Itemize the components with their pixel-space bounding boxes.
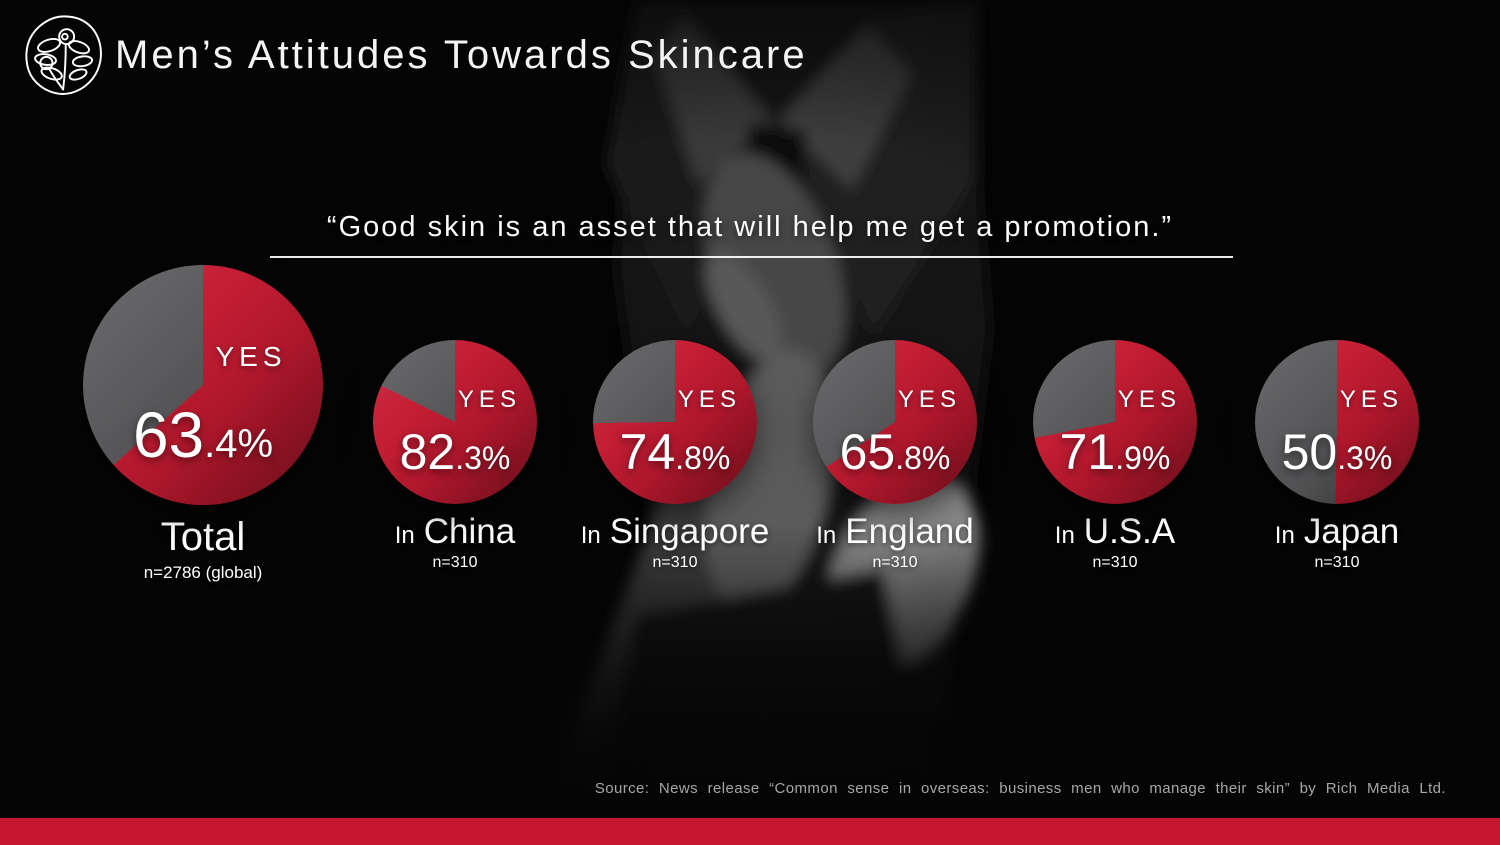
pie-singapore: YES 74.8% — [593, 340, 757, 504]
sample-size: n=310 — [872, 554, 918, 571]
pie-chart-total: YES 63.4% Total n=2786 (global) — [83, 265, 323, 581]
page-title: Men’s Attitudes Towards Skincare — [115, 33, 808, 77]
footer-accent-bar — [0, 818, 1500, 845]
pie-chart-singapore: YES 74.8% In Singapore n=310 — [581, 340, 769, 571]
pie-label: In U.S.A — [1054, 512, 1176, 551]
pie-england: YES 65.8% — [813, 340, 977, 504]
pie-label: In Singapore — [580, 512, 770, 551]
sample-size: n=310 — [1314, 554, 1360, 571]
pie-usa: YES 71.9% — [1033, 340, 1197, 504]
sample-size: n=2786 (global) — [143, 563, 263, 582]
sample-size: n=310 — [432, 554, 478, 571]
pie-label: Total — [160, 515, 246, 559]
pie-value: 50.3% — [1281, 423, 1393, 480]
pie-value: 63.4% — [132, 399, 274, 472]
yes-label: YES — [677, 385, 741, 413]
pie-total: YES 63.4% — [83, 265, 323, 505]
yes-label: YES — [1339, 385, 1403, 413]
pie-value: 71.9% — [1059, 423, 1171, 480]
pie-value: 65.8% — [839, 423, 951, 480]
yes-label: YES — [897, 385, 961, 413]
pie-chart-china: YES 82.3% In China n=310 — [373, 340, 537, 571]
yes-label: YES — [215, 341, 287, 373]
source-note: Source: News release “Common sense in ov… — [594, 780, 1446, 797]
yes-label: YES — [1117, 385, 1181, 413]
pie-label: In Japan — [1274, 512, 1400, 551]
pie-label: In China — [394, 512, 516, 551]
pie-china: YES 82.3% — [373, 340, 537, 504]
pie-label: In England — [816, 512, 974, 551]
pie-chart-england: YES 65.8% In England n=310 — [813, 340, 977, 571]
pie-value: 82.3% — [399, 423, 511, 480]
pie-japan: YES 50.3% — [1255, 340, 1419, 504]
pie-chart-japan: YES 50.3% In Japan n=310 — [1255, 340, 1419, 571]
quote-underline — [270, 256, 1233, 258]
pie-value: 74.8% — [619, 423, 731, 480]
sample-size: n=310 — [1092, 554, 1138, 571]
sample-size: n=310 — [652, 554, 698, 571]
camellia-logo-icon — [25, 15, 102, 95]
pie-chart-usa: YES 71.9% In U.S.A n=310 — [1033, 340, 1197, 571]
yes-label: YES — [457, 385, 521, 413]
quote-text: “Good skin is an asset that will help me… — [326, 211, 1174, 243]
